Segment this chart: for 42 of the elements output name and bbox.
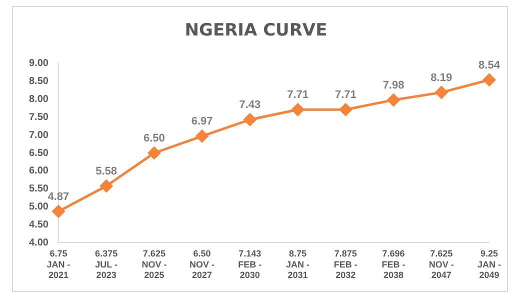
x-tick-label: 9.25 JAN - 2049 bbox=[477, 248, 502, 280]
x-tick-label: 6.375 JUL - 2023 bbox=[95, 248, 118, 280]
y-tick-label: 9.00 bbox=[28, 58, 49, 70]
point bbox=[387, 94, 400, 106]
y-tick-label: 5.50 bbox=[28, 184, 49, 195]
point bbox=[52, 205, 65, 218]
data-label: 7.71 bbox=[287, 89, 308, 102]
x-tick-label: 7.625 NOV - 2047 bbox=[428, 248, 454, 280]
y-tick-label: 6.50 bbox=[28, 148, 49, 159]
point bbox=[244, 113, 256, 126]
point bbox=[339, 103, 352, 116]
data-label: 4.87 bbox=[48, 190, 70, 203]
data-label: 8.54 bbox=[478, 59, 501, 72]
data-label: 7.71 bbox=[334, 89, 356, 102]
y-tick-label: 7.50 bbox=[28, 112, 49, 123]
x-tick-label: 7.625 NOV - 2025 bbox=[142, 248, 167, 280]
y-tick-label: 8.00 bbox=[28, 94, 49, 105]
y-tick-label: 7.00 bbox=[28, 130, 49, 141]
point bbox=[148, 146, 160, 160]
x-tick-label: 7.696 FEB - 2038 bbox=[382, 248, 406, 280]
point bbox=[483, 74, 496, 86]
data-label: 6.97 bbox=[191, 116, 213, 128]
data-label: 5.58 bbox=[96, 166, 118, 178]
point bbox=[100, 180, 113, 192]
x-tick-label: 6.50 NOV - 2027 bbox=[190, 248, 215, 280]
y-tick-label: 5.00 bbox=[28, 202, 49, 213]
chart-title: NGERIA CURVE bbox=[184, 20, 328, 41]
y-tick-label: 4.50 bbox=[28, 219, 49, 230]
x-tick-label: 7.143 FEB - 2030 bbox=[238, 248, 262, 280]
x-tick-label: 8.75 JAN - 2031 bbox=[286, 248, 310, 280]
point bbox=[435, 86, 448, 99]
data-label: 7.43 bbox=[239, 99, 261, 112]
y-tick-label: 6.00 bbox=[28, 166, 49, 177]
point bbox=[292, 103, 304, 116]
x-tick-label: 6.75 JAN - 2021 bbox=[46, 248, 70, 280]
y-tick-label: 4.00 bbox=[28, 237, 49, 248]
point bbox=[196, 130, 208, 142]
x-tick-label: 7.875 FEB - 2032 bbox=[334, 248, 358, 280]
y-tick-label: 8.50 bbox=[28, 76, 49, 88]
data-label: 8.19 bbox=[430, 72, 452, 84]
data-label: 7.98 bbox=[382, 79, 404, 92]
data-label: 6.50 bbox=[143, 132, 165, 145]
